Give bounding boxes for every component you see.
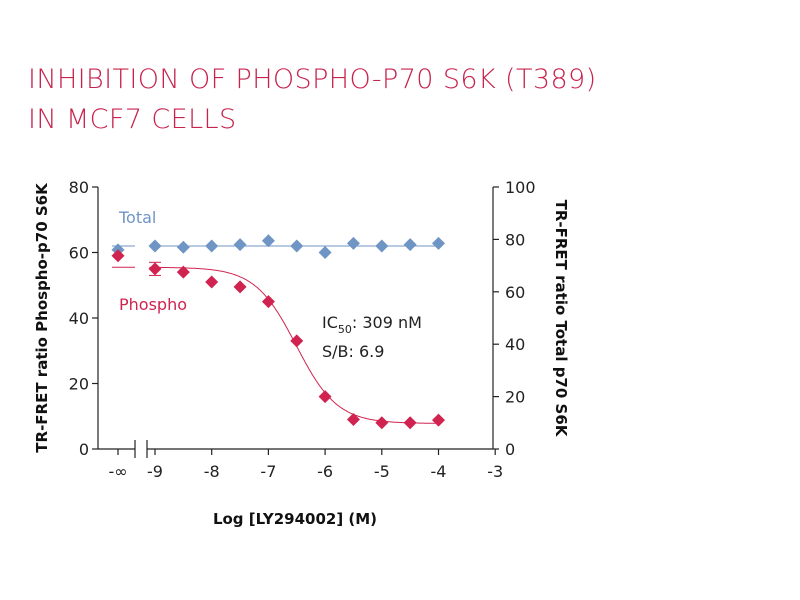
x-tick-label: -8 (204, 462, 220, 481)
left-y-axis-label: TR-FRET ratio Phospho-p70 S6K (33, 182, 51, 453)
right-y-tick-label: 0 (505, 440, 515, 459)
x-tick-label: -5 (374, 462, 390, 481)
phospho-point (233, 280, 247, 294)
x-tick-label: -3 (487, 462, 503, 481)
left-y-tick-label: 20 (69, 375, 89, 394)
left-y-tick-label: 40 (69, 309, 89, 328)
total-point (148, 239, 162, 253)
total-point (290, 239, 304, 253)
phospho-point (346, 413, 360, 427)
chart-title-line1: INHIBITION OF PHOSPHO-P70 S6K (T389) (28, 64, 597, 95)
left-y-tick-label: 0 (79, 440, 89, 459)
total-point (403, 238, 417, 252)
phospho-point (432, 413, 445, 427)
total-point (176, 240, 190, 254)
total-point (261, 234, 275, 248)
x-tick-label: -∞ (108, 462, 127, 481)
phospho-point (205, 275, 219, 289)
phospho-point (261, 295, 275, 309)
x-tick-label: -4 (431, 462, 447, 481)
total-point (233, 238, 247, 252)
total-point (432, 236, 445, 250)
x-tick-label: -9 (147, 462, 163, 481)
right-y-axis-label: TR-FRET ratio Total p70 S6K (552, 200, 570, 438)
phospho-point (111, 249, 125, 263)
left-y-tick-label: 60 (69, 244, 89, 263)
right-y-tick-label: 40 (505, 335, 525, 354)
total-point (375, 239, 389, 253)
legend-phospho: Phospho (119, 295, 187, 314)
ic50-annotation: IC50: 309 nM (322, 313, 422, 336)
x-tick-label: -7 (260, 462, 276, 481)
right-y-tick-label: 80 (505, 230, 525, 249)
legend-total: Total (118, 208, 156, 227)
phospho-point (176, 265, 190, 279)
x-tick-label: -6 (317, 462, 333, 481)
total-point (318, 246, 332, 259)
right-y-tick-label: 20 (505, 388, 525, 407)
sb-annotation: S/B: 6.9 (322, 342, 384, 361)
right-y-tick-label: 60 (505, 283, 525, 302)
phospho-fit-curve (149, 266, 438, 424)
phospho-point (148, 262, 162, 276)
phospho-point (318, 390, 332, 404)
total-point (205, 239, 219, 253)
phospho-point (290, 334, 304, 348)
chart-title: INHIBITION OF PHOSPHO-P70 S6K (T389) IN … (28, 60, 748, 140)
phospho-point (375, 416, 389, 430)
chart-title-line2: IN MCF7 CELLS (28, 104, 237, 135)
left-y-tick-label: 80 (69, 178, 89, 197)
total-point (346, 236, 360, 250)
x-axis-label: Log [LY294002] (M) (213, 510, 377, 528)
phospho-point (403, 416, 417, 430)
right-y-tick-label: 100 (505, 178, 536, 197)
